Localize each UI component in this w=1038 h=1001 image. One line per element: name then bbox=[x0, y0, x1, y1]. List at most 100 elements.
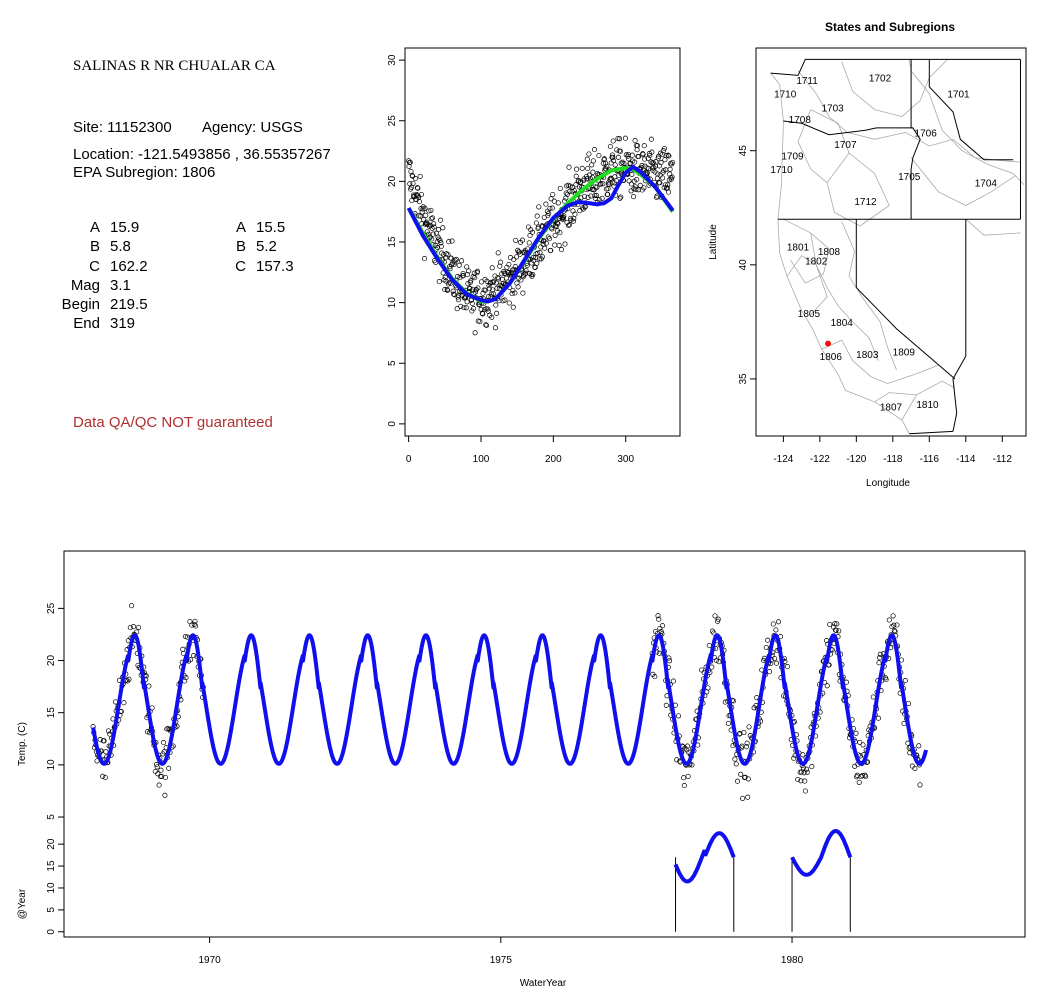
observation-point bbox=[712, 613, 718, 619]
observation-point bbox=[158, 767, 164, 773]
subregion-boundary bbox=[901, 394, 917, 421]
observation-point bbox=[527, 233, 533, 239]
y-tick-label: 5 bbox=[46, 814, 57, 820]
observation-point bbox=[656, 616, 662, 622]
y-tick-label: 25 bbox=[387, 115, 398, 127]
observation-point bbox=[166, 765, 172, 771]
observation-point bbox=[506, 261, 512, 268]
observation-point bbox=[655, 171, 661, 177]
time-series-fit bbox=[91, 633, 928, 766]
observation-point bbox=[630, 194, 637, 200]
observation-point bbox=[612, 162, 618, 168]
observation-point bbox=[455, 297, 461, 303]
observation-point bbox=[469, 300, 475, 307]
subregion-boundary bbox=[841, 221, 897, 370]
observation-point bbox=[670, 678, 676, 684]
observation-point bbox=[798, 778, 804, 784]
observation-point bbox=[669, 159, 676, 165]
observation-point bbox=[557, 185, 563, 191]
anomaly-ylabel: @Year bbox=[17, 888, 28, 919]
observation-point bbox=[732, 756, 738, 762]
observation-point bbox=[584, 156, 590, 162]
map-frame bbox=[755, 47, 1027, 437]
observation-point bbox=[891, 622, 897, 628]
observation-point bbox=[615, 154, 621, 160]
observation-point bbox=[452, 259, 458, 265]
observation-point bbox=[653, 159, 659, 165]
observation-point bbox=[766, 669, 773, 675]
observation-point bbox=[561, 213, 567, 219]
y-tick-label: 45 bbox=[738, 145, 749, 157]
observation-point bbox=[801, 770, 807, 776]
subregion-boundary bbox=[770, 72, 910, 434]
observation-point bbox=[535, 250, 541, 256]
observation-point bbox=[511, 256, 517, 263]
observation-point bbox=[722, 699, 728, 705]
observation-point bbox=[765, 637, 771, 643]
day-of-year-plot: 0 100 200 300 0 5 10 15 20 25 30 bbox=[387, 47, 681, 465]
observation-point bbox=[450, 288, 456, 294]
observation-point bbox=[665, 189, 672, 195]
y2-tick-label: 15 bbox=[46, 860, 57, 872]
observation-point bbox=[902, 678, 908, 684]
observation-point bbox=[791, 755, 797, 761]
observation-point bbox=[804, 769, 810, 775]
observation-point bbox=[585, 165, 591, 172]
observation-point bbox=[478, 306, 484, 313]
observation-point bbox=[127, 624, 133, 631]
observation-point bbox=[634, 147, 640, 153]
observation-point bbox=[604, 163, 610, 169]
observation-point bbox=[426, 208, 432, 214]
y-tick-label: 40 bbox=[738, 259, 749, 271]
observation-point bbox=[572, 211, 578, 217]
observation-point bbox=[600, 181, 606, 187]
observation-point bbox=[663, 702, 669, 708]
observation-point bbox=[537, 250, 543, 256]
observation-point bbox=[591, 147, 598, 153]
x-tick-label: -120 bbox=[846, 454, 866, 465]
observation-point bbox=[428, 207, 434, 213]
observation-point bbox=[663, 153, 669, 159]
observation-point bbox=[584, 176, 590, 182]
observation-point bbox=[456, 262, 462, 268]
state-line bbox=[928, 59, 1014, 161]
observation-point bbox=[571, 188, 577, 194]
observation-point bbox=[834, 621, 840, 627]
observation-point bbox=[562, 241, 568, 247]
observation-point bbox=[431, 224, 437, 230]
anomaly-curve bbox=[790, 828, 853, 877]
observation-point bbox=[532, 265, 538, 271]
observation-point bbox=[802, 778, 808, 784]
y-tick-label: 10 bbox=[387, 297, 398, 309]
state-line bbox=[952, 219, 967, 432]
observation-point bbox=[713, 657, 719, 664]
param-value: 3.1 bbox=[110, 276, 131, 294]
y-tick-label: 20 bbox=[387, 175, 398, 187]
observation-point bbox=[617, 136, 623, 142]
observation-point bbox=[886, 617, 892, 623]
observation-point bbox=[857, 739, 863, 745]
observation-point bbox=[736, 731, 742, 737]
observation-point bbox=[588, 193, 594, 199]
observation-point bbox=[543, 240, 549, 246]
observation-point bbox=[891, 628, 897, 634]
observation-point bbox=[410, 192, 416, 198]
day-of-year-axes: 0 100 200 300 0 5 10 15 20 25 30 bbox=[387, 54, 635, 465]
observation-point bbox=[863, 773, 869, 780]
observation-point bbox=[474, 268, 481, 274]
observation-point bbox=[430, 231, 436, 237]
observation-point bbox=[795, 776, 801, 783]
region-label: 1807 bbox=[880, 402, 903, 413]
observation-point bbox=[665, 182, 671, 188]
region-label: 1805 bbox=[798, 309, 821, 320]
observation-point bbox=[480, 311, 486, 317]
observation-point bbox=[570, 218, 576, 224]
observation-point bbox=[738, 771, 744, 777]
observation-point bbox=[605, 191, 611, 197]
y2-tick-label: 0 bbox=[46, 929, 57, 935]
observation-point bbox=[640, 151, 646, 157]
observation-point bbox=[875, 715, 881, 721]
observation-point bbox=[853, 730, 859, 736]
observation-point bbox=[121, 700, 127, 706]
observation-point bbox=[594, 170, 600, 177]
